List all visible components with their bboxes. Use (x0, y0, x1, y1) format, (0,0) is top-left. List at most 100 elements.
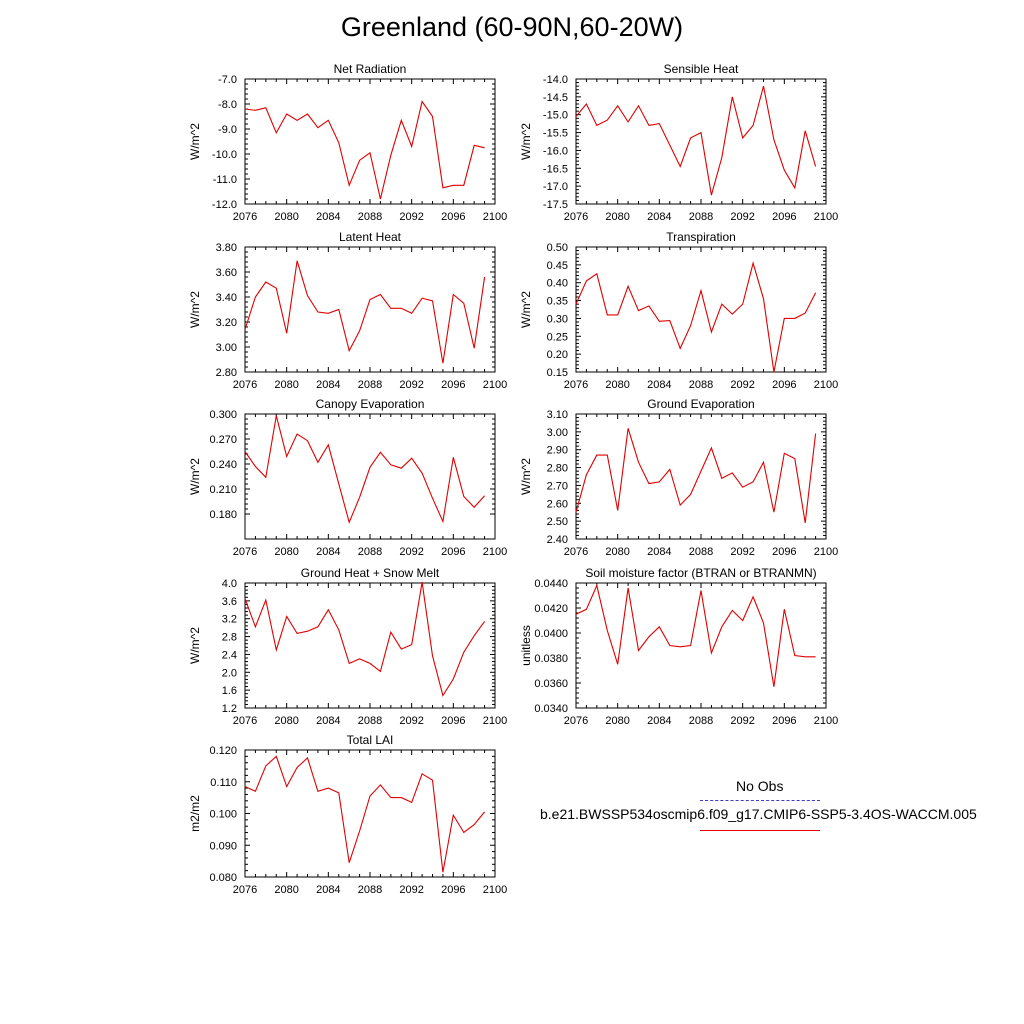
plot-frame (575, 413, 827, 540)
data-point (421, 297, 423, 299)
x-tick-label: 2088 (358, 379, 382, 391)
y-tick-label: 3.6 (222, 596, 237, 608)
y-tick-label: -12.0 (212, 199, 237, 211)
data-point (648, 482, 650, 484)
data-point (616, 314, 618, 316)
data-point (804, 656, 806, 658)
data-point (306, 113, 308, 115)
data-point (575, 613, 577, 615)
data-point (296, 632, 298, 634)
y-tick-label: -16.0 (543, 145, 568, 157)
data-point (317, 461, 319, 463)
x-tick-label: 2076 (233, 546, 257, 558)
data-point (317, 790, 319, 792)
data-point (773, 139, 775, 141)
x-tick-label: 2084 (316, 715, 340, 727)
y-tick-label: 4.0 (222, 578, 237, 590)
data-point (596, 273, 598, 275)
data-point (431, 497, 433, 499)
data-point (390, 307, 392, 309)
data-point (306, 757, 308, 759)
data-point (596, 124, 598, 126)
data-point (285, 615, 287, 617)
y-axis-label: W/m^2 (188, 123, 202, 160)
x-tick-label: 2100 (483, 211, 507, 223)
y-tick-label: -16.5 (543, 163, 568, 175)
y-tick-label: -7.0 (218, 74, 237, 86)
x-tick-label: 2096 (772, 715, 796, 727)
y-tick-label: 3.00 (547, 427, 568, 439)
data-point (669, 319, 671, 321)
data-point (741, 619, 743, 621)
y-tick-label: -8.0 (218, 99, 237, 111)
data-point (400, 796, 402, 798)
data-point (442, 694, 444, 696)
data-point (752, 481, 754, 483)
x-tick-label: 2080 (274, 546, 298, 558)
data-point (741, 486, 743, 488)
data-point (452, 293, 454, 295)
data-point (473, 634, 475, 636)
data-point (369, 795, 371, 797)
data-point (483, 276, 485, 278)
y-tick-label: 3.60 (216, 267, 237, 279)
data-point (338, 142, 340, 144)
legend-obs-label: No Obs (736, 778, 784, 794)
panel-title: Canopy Evaporation (316, 397, 425, 411)
data-point (463, 651, 465, 653)
x-tick-label: 2092 (730, 211, 754, 223)
data-point (379, 293, 381, 295)
x-tick-label: 2100 (814, 715, 838, 727)
data-point (752, 124, 754, 126)
data-point (483, 620, 485, 622)
x-tick-label: 2088 (689, 715, 713, 727)
data-point (616, 663, 618, 665)
data-point (669, 144, 671, 146)
series-line (575, 428, 817, 523)
series-line (244, 582, 486, 697)
data-point (606, 314, 608, 316)
data-point (658, 320, 660, 322)
data-point (327, 312, 329, 314)
y-tick-label: 0.30 (547, 313, 568, 325)
data-point (473, 347, 475, 349)
data-point (369, 466, 371, 468)
data-point (421, 581, 423, 583)
plot-frame (244, 413, 496, 540)
data-point (794, 654, 796, 656)
data-point (700, 289, 702, 291)
x-tick-label: 2080 (274, 884, 298, 896)
y-tick-label: 0.0440 (534, 578, 568, 590)
data-point (473, 823, 475, 825)
y-tick-label: 0.0380 (534, 653, 568, 665)
series-line (575, 85, 817, 196)
x-tick-label: 2096 (441, 211, 465, 223)
data-point (421, 472, 423, 474)
panel-title: Ground Heat + Snow Melt (301, 566, 440, 580)
data-point (679, 347, 681, 349)
data-point (265, 599, 267, 601)
data-point (348, 662, 350, 664)
data-point (648, 305, 650, 307)
data-point (463, 302, 465, 304)
y-axis-label: W/m^2 (519, 123, 533, 160)
data-point (627, 587, 629, 589)
x-tick-label: 2088 (358, 715, 382, 727)
data-point (369, 662, 371, 664)
data-point (783, 169, 785, 171)
y-tick-label: 0.300 (209, 409, 237, 421)
data-point (265, 765, 267, 767)
data-point (762, 298, 764, 300)
x-tick-label: 2096 (441, 546, 465, 558)
x-tick-label: 2076 (564, 715, 588, 727)
data-point (244, 785, 246, 787)
panel-title: Transpiration (666, 230, 736, 244)
data-point (710, 652, 712, 654)
x-tick-label: 2100 (483, 715, 507, 727)
data-point (606, 454, 608, 456)
data-point (575, 115, 577, 117)
x-tick-label: 2076 (564, 379, 588, 391)
data-point (442, 362, 444, 364)
x-tick-label: 2080 (274, 211, 298, 223)
data-point (275, 755, 277, 757)
